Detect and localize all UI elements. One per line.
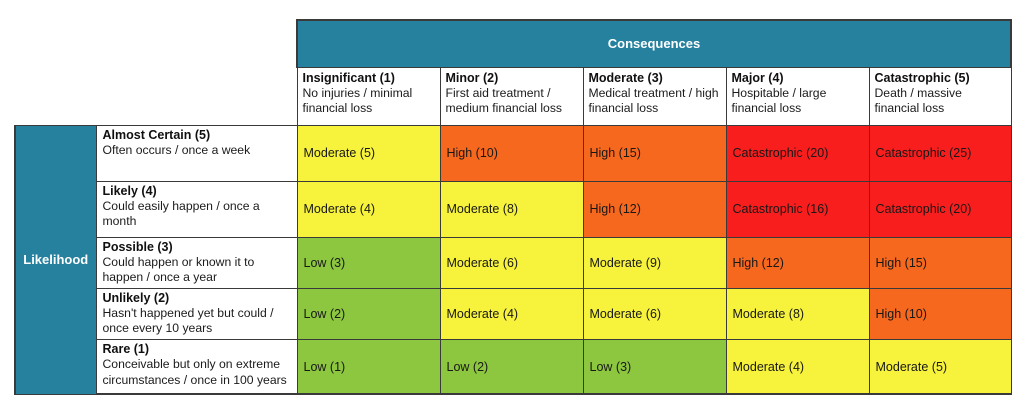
risk-cell: High (10) [868, 287, 1012, 340]
row-title: Unlikely (2) [102, 290, 170, 305]
row-title: Likely (4) [102, 183, 157, 198]
row-description: Conceivable but only on extreme circumst… [102, 356, 287, 387]
risk-cell: Moderate (4) [439, 287, 584, 340]
row-title: Possible (3) [102, 239, 173, 254]
risk-cell: Moderate (8) [725, 287, 870, 340]
column-description: First aid treatment / medium financial l… [445, 85, 563, 116]
risk-cell: Moderate (6) [439, 236, 584, 289]
risk-matrix-table: Consequences Insignificant (1) No injuri… [14, 19, 1013, 396]
risk-cell: Low (2) [296, 287, 441, 340]
risk-cell: High (12) [582, 180, 727, 238]
row-description: Could happen or known it to happen / onc… [102, 254, 255, 285]
risk-cell: Low (2) [439, 338, 584, 396]
empty-corner [15, 20, 297, 125]
column-title: Insignificant (1) [302, 70, 395, 85]
risk-cell: Low (3) [296, 236, 441, 289]
consequence-column-header-insignificant: Insignificant (1) No injuries / minimal … [296, 66, 441, 126]
risk-cell: Moderate (5) [296, 124, 441, 182]
likelihood-row-header-possible: Possible (3) Could happen or known it to… [95, 236, 298, 289]
consequences-header: Consequences [295, 19, 1013, 68]
column-title: Moderate (3) [588, 70, 663, 85]
risk-cell: Catastrophic (25) [868, 124, 1012, 182]
risk-cell: Moderate (8) [439, 180, 584, 238]
risk-cell: Moderate (9) [582, 236, 727, 289]
row-title: Almost Certain (5) [102, 127, 211, 142]
column-title: Minor (2) [445, 70, 499, 85]
consequence-column-header-major: Major (4) Hospitable / large financial l… [725, 66, 870, 126]
row-description: Often occurs / once a week [102, 142, 251, 157]
column-description: No injuries / minimal financial loss [302, 85, 413, 116]
risk-cell: Low (3) [582, 338, 727, 396]
risk-cell: High (15) [582, 124, 727, 182]
likelihood-row-header-unlikely: Unlikely (2) Hasn't happened yet but cou… [95, 287, 298, 340]
column-description: Hospitable / large financial loss [731, 85, 827, 116]
consequence-column-header-minor: Minor (2) First aid treatment / medium f… [439, 66, 584, 126]
likelihood-header: Likelihood [14, 124, 97, 395]
column-description: Medical treatment / high financial loss [588, 85, 719, 116]
consequence-column-header-catastrophic: Catastrophic (5) Death / massive financi… [868, 66, 1012, 126]
risk-cell: High (10) [439, 124, 584, 182]
column-description: Death / massive financial loss [874, 85, 962, 116]
risk-cell: Moderate (4) [296, 180, 441, 238]
risk-cell: Moderate (4) [725, 338, 870, 396]
likelihood-row-header-likely: Likely (4) Could easily happen / once a … [95, 180, 298, 238]
column-title: Catastrophic (5) [874, 70, 970, 85]
risk-cell: Catastrophic (16) [725, 180, 870, 238]
risk-cell: High (12) [725, 236, 870, 289]
column-title: Major (4) [731, 70, 784, 85]
risk-cell: Moderate (6) [582, 287, 727, 340]
likelihood-row-header-rare: Rare (1) Conceivable but only on extreme… [95, 338, 298, 396]
risk-cell: Catastrophic (20) [868, 180, 1012, 238]
consequence-column-header-moderate: Moderate (3) Medical treatment / high fi… [582, 66, 727, 126]
risk-cell: Moderate (5) [868, 338, 1012, 396]
row-description: Hasn't happened yet but could / once eve… [102, 305, 274, 336]
row-title: Rare (1) [102, 341, 150, 356]
row-description: Could easily happen / once a month [102, 198, 260, 229]
risk-cell: High (15) [868, 236, 1012, 289]
risk-cell: Low (1) [296, 338, 441, 396]
risk-cell: Catastrophic (20) [725, 124, 870, 182]
likelihood-row-header-almost-certain: Almost Certain (5) Often occurs / once a… [95, 124, 298, 182]
